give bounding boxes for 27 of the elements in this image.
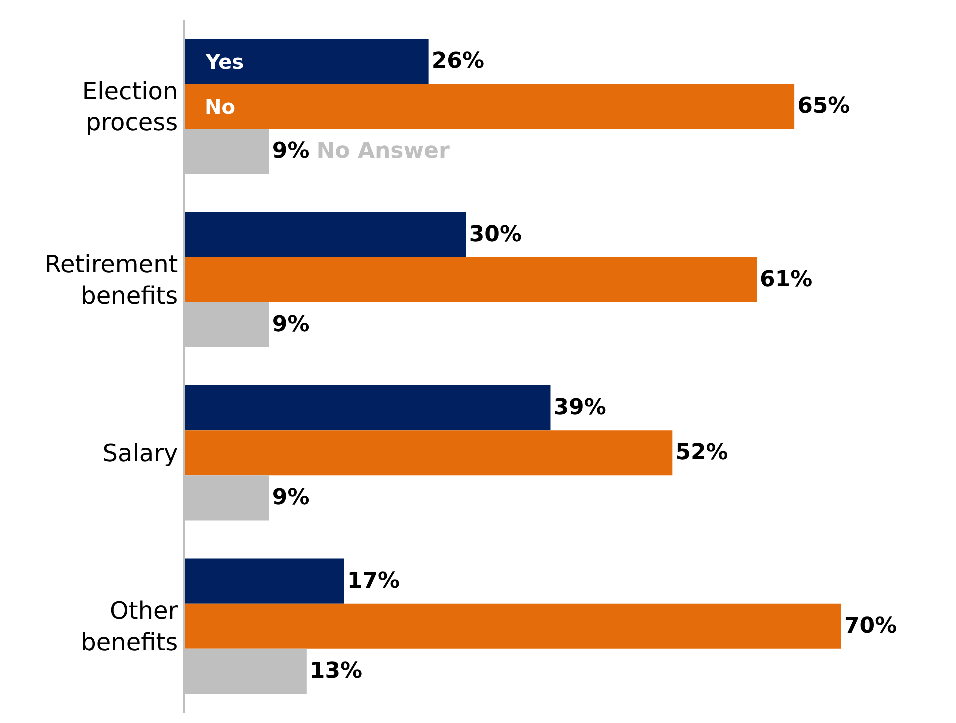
data-label: 52%: [676, 440, 728, 466]
data-label: 70%: [844, 614, 898, 639]
data-label: 13%: [310, 658, 363, 684]
data-label: 39%: [554, 396, 606, 421]
text: No Answer: [316, 139, 450, 164]
data-label: 17%: [347, 568, 400, 594]
data-label: 61%: [760, 267, 813, 292]
data-label: 9%: [272, 486, 310, 511]
data-label: 30%: [469, 222, 522, 248]
bar: [185, 39, 429, 84]
y-tick-label: Salary: [102, 440, 178, 468]
series-label: No: [205, 95, 236, 119]
series-label: Yes: [205, 50, 244, 74]
bar: [185, 84, 795, 130]
bar: [185, 604, 842, 649]
bar: [185, 257, 758, 302]
bar: [185, 558, 344, 604]
y-tick-label: Election process: [82, 77, 178, 137]
bar: [185, 386, 551, 431]
data-label: 65%: [798, 94, 850, 120]
y-tick-label: Other benefits: [81, 597, 178, 656]
data-label: 26%: [432, 49, 484, 74]
bar: [185, 430, 673, 476]
data-label: 9%: [272, 312, 310, 338]
bar: [185, 212, 466, 258]
data-label: 9%: [272, 139, 310, 164]
y-tick-label: Retirement benefits: [44, 250, 178, 310]
